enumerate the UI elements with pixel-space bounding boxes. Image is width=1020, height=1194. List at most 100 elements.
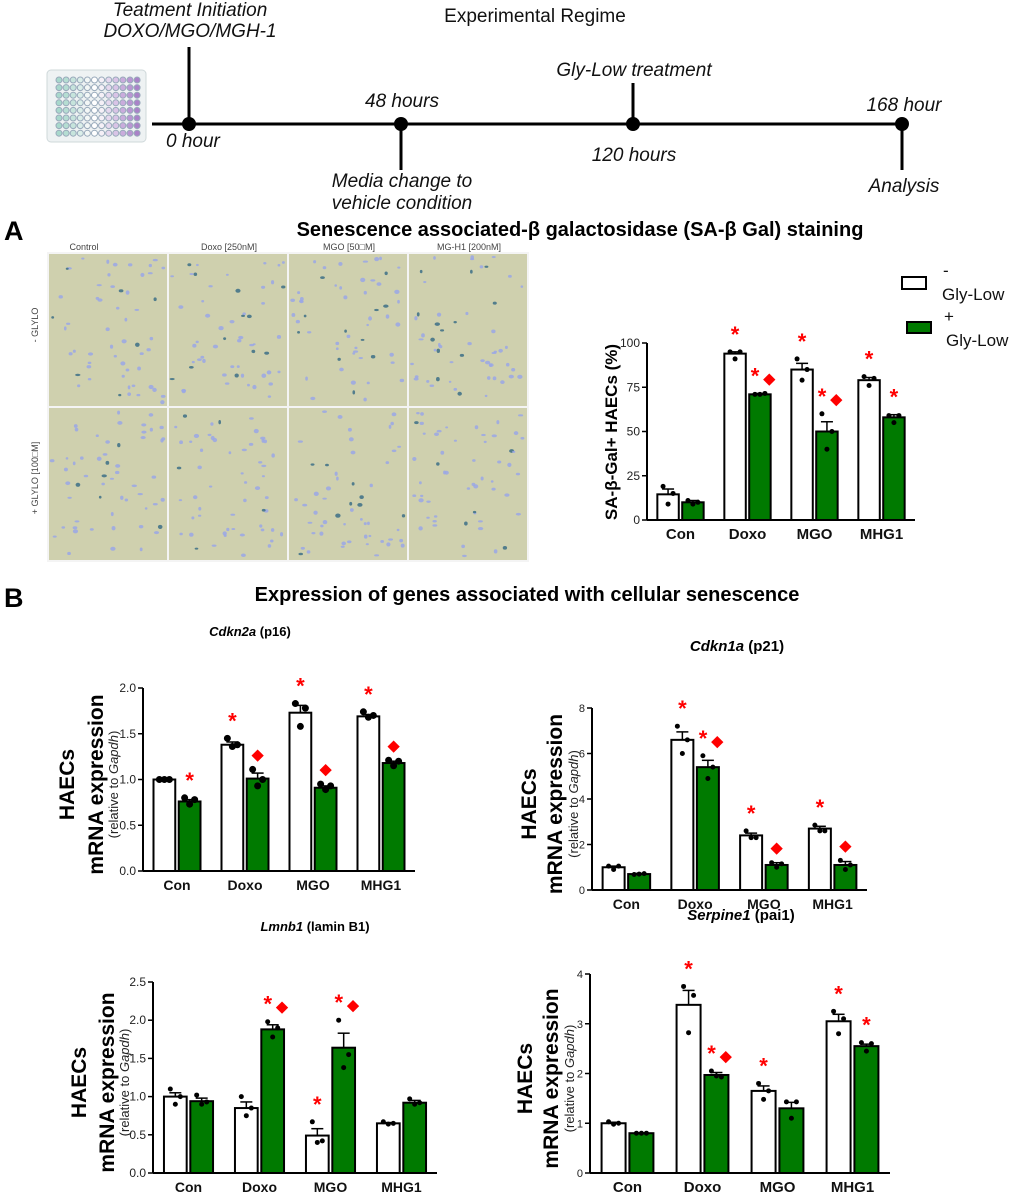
bar-plus-glylow [853,1045,880,1174]
plate-well [112,84,120,92]
stained-cell [138,524,144,529]
plate-well [69,99,77,107]
stained-cell [153,531,160,535]
stained-cell [391,412,397,417]
stained-cell [68,352,73,356]
stained-cell [472,510,477,514]
asterisk-marker: * [798,329,807,354]
plate-well [119,91,127,99]
plate-well [69,84,77,92]
bar-plus-glylow [882,416,906,521]
asterisk-marker: * [865,347,874,372]
data-point [700,753,706,759]
stained-cell [341,541,346,546]
y-axis-sublabel-gene: Gapdh [106,735,121,774]
stained-cell [259,524,263,528]
chart-title: Lmnb1 (lamin B1) [260,919,369,934]
plate-well [83,129,91,137]
plate-well [98,76,106,84]
diamond-marker: ◆ [387,737,400,754]
bar-plus-glylow [260,1028,286,1175]
gene-name: Serpine1 [687,907,750,924]
stained-cell [254,486,261,491]
timeline-dot [182,117,196,131]
plate-well [55,122,63,130]
asterisk-marker: * [834,981,843,1006]
stained-cell [426,379,430,383]
plate-well [119,84,127,92]
stained-cell [311,531,316,535]
asterisk-marker: * [699,726,708,751]
y-axis-sublabel: (relative to Gapdh) [106,731,121,839]
stained-cell [337,415,343,419]
stained-cell [179,440,184,445]
y-axis-label: HAECs [518,768,541,839]
stained-cell [169,377,175,381]
stained-cell [461,544,465,549]
micrograph-image [287,252,409,408]
gene-alias: (p16) [256,624,291,639]
data-point [638,1130,644,1136]
stained-cell [281,261,285,264]
x-category-label: MHG1 [812,896,853,912]
data-point [783,1099,789,1105]
plate-well [55,76,63,84]
stained-cell [241,314,245,318]
data-point [172,1101,178,1107]
stained-cell [350,380,356,385]
stained-cell [453,387,458,391]
stained-cell [517,414,524,417]
data-point [756,1080,762,1086]
stained-cell [511,368,516,372]
significance-marker: ◆ [770,840,783,857]
stained-cell [127,385,131,390]
stained-cell [212,344,219,349]
plate-well [55,106,63,114]
y-axis-sublabel-text: (relative to [106,774,121,838]
well-plate-icon [46,69,147,143]
data-point [866,382,872,388]
stained-cell [295,319,300,324]
significance-marker: * [865,347,874,372]
micrograph-column-label: MG-H1 [200nM] [437,242,501,252]
stained-cell [421,333,425,338]
stained-cell [470,258,475,261]
bar-minus-glylow [723,352,747,521]
plate-well [55,84,63,92]
stained-cell [72,461,76,466]
micrograph-grid [47,252,529,562]
significance-marker: * [747,801,756,826]
data-point [275,1025,281,1031]
y-axis-label: mRNA expression [96,992,119,1172]
stained-cell [201,300,205,303]
data-point [841,1016,847,1022]
stained-cell [280,532,284,537]
plate-well [62,122,70,130]
stained-cell [238,335,244,340]
stained-cell [350,450,356,455]
data-point [732,356,738,362]
data-point [181,794,189,802]
stained-cell [111,526,116,531]
bar-minus-glylow [675,1003,702,1174]
event-time: 48 hours [365,91,439,112]
y-tick-label: 0.0 [119,864,136,878]
bar-plus-glylow [703,1073,730,1175]
stained-cell [352,352,356,355]
data-point [160,776,168,783]
bar-minus-glylow [750,1089,777,1174]
stained-cell [320,276,325,279]
stained-cell [117,421,123,425]
x-category-label: Con [613,896,640,912]
stained-cell [438,344,443,349]
stained-cell [49,459,55,463]
gene-name: Lmnb1 [260,919,303,934]
stained-cell [399,378,405,383]
plate-well [62,114,70,122]
data-point [743,828,749,834]
serpine1-chart: Serpine1 (pai1) HAECs mRNA expression (rel… [514,907,890,1194]
asterisk-marker: * [818,384,827,409]
data-point [804,367,810,373]
stained-cell [492,376,497,381]
stained-cell [81,257,85,260]
